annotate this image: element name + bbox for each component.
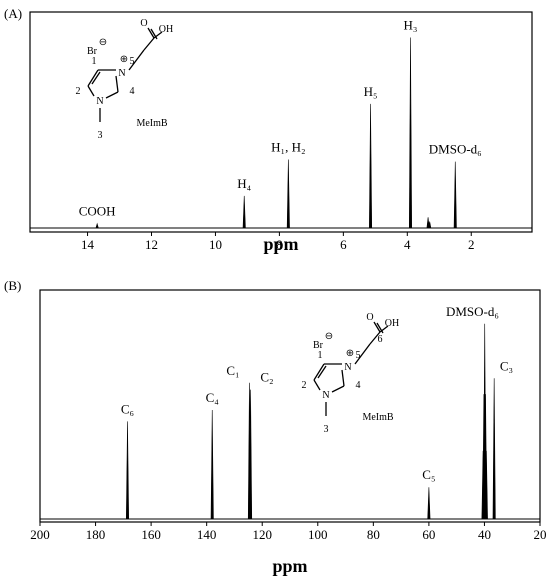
x-axis-label: ppm: [272, 556, 307, 576]
bond: [376, 322, 384, 334]
structure-label: N: [344, 362, 351, 373]
bond: [150, 28, 158, 40]
bond: [369, 331, 381, 345]
peak: [369, 103, 373, 229]
peak-label: H₄: [237, 176, 251, 191]
x-tick-label: 180: [86, 527, 106, 542]
x-tick-label: 80: [367, 527, 380, 542]
x-tick-label: 160: [141, 527, 161, 542]
structure-label: ⊖: [325, 331, 333, 342]
x-axis-label: ppm: [263, 234, 298, 254]
peak: [453, 161, 457, 229]
bond: [105, 91, 119, 99]
x-tick-label: 40: [478, 527, 491, 542]
x-tick-label: 8: [276, 237, 283, 252]
structure-label: ⊖: [99, 37, 107, 48]
structure-label: 4: [130, 86, 135, 97]
peak-label: C₁: [226, 363, 239, 378]
bond: [354, 343, 371, 365]
structure-label: MeImB: [362, 412, 393, 423]
panel-label: (B): [4, 278, 21, 293]
structure-label: 5: [130, 56, 135, 67]
bond: [143, 37, 155, 51]
peak-label: H₅: [364, 84, 378, 99]
structure-label: 6: [378, 334, 383, 345]
bond: [313, 379, 321, 391]
x-tick-label: 60: [422, 527, 435, 542]
bond: [115, 75, 119, 93]
peak: [242, 195, 246, 229]
peak: [95, 222, 99, 229]
structure-label: Br: [87, 46, 98, 57]
x-tick-label: 10: [209, 237, 222, 252]
peak: [428, 221, 432, 229]
bond: [153, 31, 163, 39]
peak: [125, 421, 130, 520]
peak-label: H₃: [404, 18, 418, 33]
x-tick-label: 100: [308, 527, 328, 542]
structure-label: Br: [313, 340, 324, 351]
peak: [286, 159, 290, 229]
bond: [373, 321, 381, 333]
x-tick-label: 200: [30, 527, 50, 542]
bond: [128, 49, 145, 71]
bond: [331, 385, 345, 393]
peak: [484, 450, 488, 520]
peak-label: H₁, H₂: [271, 140, 305, 155]
structure-label: 3: [324, 424, 329, 435]
structure-label: O: [366, 312, 373, 323]
bond: [147, 27, 155, 39]
plot-frame: [29, 11, 533, 233]
bond: [379, 325, 389, 333]
bond: [317, 365, 327, 379]
plot-frame: [39, 289, 541, 523]
structure-label: 3: [98, 130, 103, 141]
peak-label: C₃: [500, 358, 513, 373]
peak-label: C₄: [206, 390, 220, 405]
structure-label: ⊕: [346, 348, 354, 359]
bond: [87, 69, 99, 87]
structure-label: 1: [318, 350, 323, 361]
peak-label: C₆: [121, 401, 134, 416]
structure-label: 2: [76, 86, 81, 97]
structure-label: ⊕: [120, 54, 128, 65]
structure-label: O: [140, 18, 147, 29]
peak: [249, 389, 253, 520]
structure-label: MeImB: [136, 118, 167, 129]
bond: [341, 369, 345, 387]
x-tick-label: 12: [145, 237, 158, 252]
x-tick-label: 20: [534, 527, 547, 542]
structure-label: OH: [159, 24, 173, 35]
structure-label: 4: [356, 380, 361, 391]
x-tick-label: 4: [404, 237, 411, 252]
x-tick-label: 6: [340, 237, 347, 252]
bond: [87, 85, 95, 97]
peak-label: COOH: [79, 204, 116, 219]
bond: [91, 71, 101, 85]
peak-label: DMSO-d₆: [429, 142, 482, 157]
peak: [492, 378, 496, 520]
x-tick-label: 120: [252, 527, 272, 542]
peak: [210, 410, 214, 520]
peak: [408, 37, 412, 229]
peak-label: C₅: [422, 467, 435, 482]
structure-label: 1: [92, 56, 97, 67]
x-tick-label: 140: [197, 527, 217, 542]
structure-label: 5: [356, 350, 361, 361]
structure-label: N: [118, 68, 125, 79]
structure-label: N: [322, 390, 329, 401]
structure-label: OH: [385, 318, 399, 329]
structure-label: N: [96, 96, 103, 107]
peak-label: C₂: [260, 370, 273, 385]
peak: [427, 487, 431, 520]
peak-label: DMSO-d₆: [446, 304, 499, 319]
x-tick-label: 2: [468, 237, 475, 252]
panel-label: (A): [4, 6, 22, 21]
bond: [313, 363, 325, 381]
x-tick-label: 14: [81, 237, 95, 252]
structure-label: 2: [302, 380, 307, 391]
